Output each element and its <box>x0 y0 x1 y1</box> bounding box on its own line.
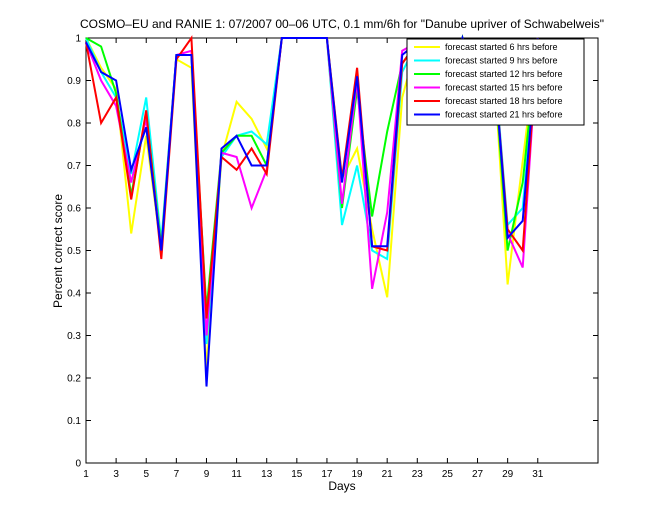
legend-box <box>406 38 585 126</box>
y-tick-label: 0 <box>75 459 81 470</box>
y-tick-label: 0.8 <box>67 119 81 130</box>
legend: forecast started 6 hrs before forecast st… <box>406 38 585 126</box>
y-tick-label: 0.1 <box>67 416 81 427</box>
legend-label: forecast started 12 hrs before <box>445 69 563 79</box>
x-tick-label: 29 <box>502 469 514 480</box>
x-tick-label: 21 <box>382 469 394 480</box>
x-tick-label: 25 <box>442 469 454 480</box>
x-tick-label: 9 <box>204 469 210 480</box>
y-tick-label: 0.3 <box>67 331 81 342</box>
series-line-6 <box>85 34 539 387</box>
x-axis-ticks: 1 3 5 7 9 11 13 15 17 19 21 23 25 27 29 31 <box>83 38 544 480</box>
y-tick-label: 0.6 <box>67 204 81 215</box>
legend-label: forecast started 21 hrs before <box>445 110 563 120</box>
x-tick-label: 17 <box>321 469 333 480</box>
series-lines <box>85 34 539 387</box>
legend-label: forecast started 6 hrs before <box>445 42 558 52</box>
x-tick-label: 5 <box>143 469 149 480</box>
legend-label: forecast started 15 hrs before <box>445 83 563 93</box>
y-tick-label: 0.2 <box>67 374 81 385</box>
x-tick-label: 19 <box>351 469 363 480</box>
x-axis-label: Days <box>328 479 355 493</box>
x-tick-label: 1 <box>83 469 89 480</box>
x-tick-label: 7 <box>174 469 180 480</box>
x-tick-label: 11 <box>231 469 242 480</box>
x-tick-label: 31 <box>532 469 544 480</box>
y-tick-label: 0.9 <box>67 76 81 87</box>
legend-label: forecast started 18 hrs before <box>445 96 563 106</box>
y-tick-label: 0.7 <box>67 161 81 172</box>
x-tick-label: 15 <box>291 469 303 480</box>
chart-title: COSMO–EU and RANIE 1: 07/2007 00–06 UTC,… <box>80 17 604 31</box>
x-tick-label: 23 <box>412 469 424 480</box>
legend-label: forecast started 9 hrs before <box>445 56 558 66</box>
y-tick-label: 0.4 <box>67 289 81 300</box>
y-axis-ticks: 0 0.1 0.2 0.3 0.4 0.5 0.6 0.7 0.8 0.9 1 <box>67 34 598 470</box>
x-tick-label: 3 <box>113 469 119 480</box>
y-tick-label: 1 <box>75 34 81 45</box>
x-tick-label: 27 <box>472 469 484 480</box>
y-tick-label: 0.5 <box>67 246 81 257</box>
y-axis-label: Percent correct score <box>51 194 65 308</box>
x-tick-label: 13 <box>261 469 273 480</box>
